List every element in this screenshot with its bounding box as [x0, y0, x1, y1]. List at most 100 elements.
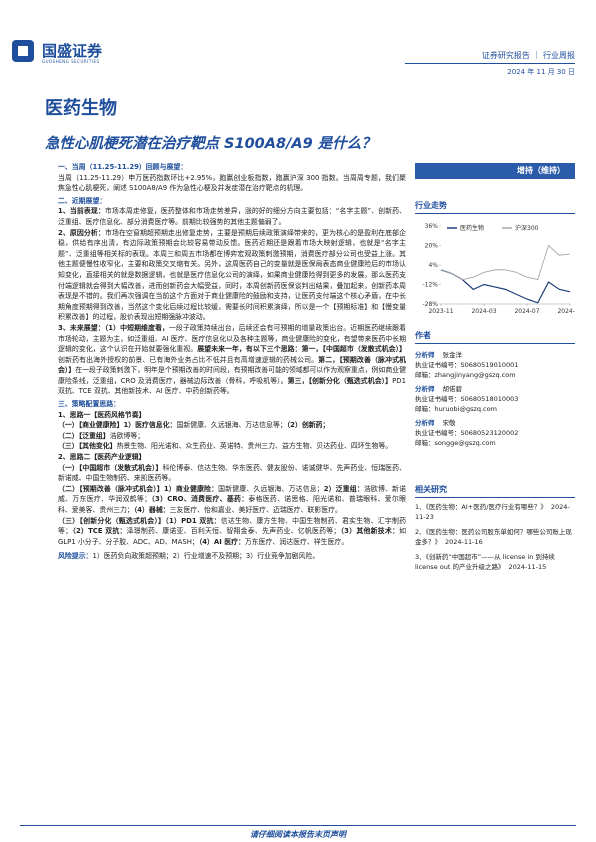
text-run: 科伦博泰、信达生物、华东医药、健友股份、诺诚健华、先声药业、恒瑞医药、新诺威、中…	[58, 463, 406, 483]
footer-rule	[20, 825, 576, 826]
paragraph: （二）【泛重组】浩欧博等；	[58, 431, 406, 442]
text-run: （二）【预期改善（脉冲式机会）】1）商业健康险：	[58, 484, 219, 493]
text-run: 信达生物、康方生物、中国生物制药、君实生物、汇宇制药等；	[58, 516, 406, 536]
section-heading: 三、策略配置思路：	[58, 400, 121, 409]
text-run: 国新健康、久远银海、万达信息等；	[176, 421, 287, 430]
text-run: 3、未来展望：	[58, 323, 105, 332]
author: 分析师 宋敬执业证书编号：S0680523120002 邮箱：songge@gszq…	[415, 418, 575, 448]
rating: 增持（维持）	[415, 163, 575, 179]
text-run: 热景生物、阳光诺和、众生药业、英诺特、贵州三力、益方生物、贝达药业、四环生物等。	[116, 442, 393, 451]
text-run: 三友医疗、怡和嘉业、美好医疗、迈瑞医疗、联影医疗。	[169, 506, 342, 514]
related-text: 1、《医药生物：AI+医药/医疗行业有哪些？》	[415, 503, 547, 511]
related-date: 2024-11-16	[445, 538, 483, 546]
related-item: 2、《医药生物：医药公司股东单如何？哪些公司账上现金多？》 2024-11-16	[415, 527, 575, 547]
footer: 请仔细阅读本报告末页声明	[250, 830, 346, 839]
related-date: 2024-11-15	[508, 563, 547, 571]
related: 1、《医药生物：AI+医药/医疗行业有哪些？》 2024-11-23 2、《医药生物…	[415, 502, 575, 577]
text-run: 浩欧博等；	[109, 431, 145, 440]
y-tick-label: 36%	[425, 223, 439, 230]
sector: 医药生物	[45, 98, 117, 119]
series-line	[440, 269, 571, 304]
y-tick-label: 4%	[428, 262, 438, 269]
y-tick-label: 20%	[425, 243, 439, 250]
text-run: 2）泛重组：	[323, 484, 364, 493]
report-type: 证券研究报告 ｜ 行业周报	[481, 51, 575, 60]
legend-label: 医药生物	[460, 224, 484, 232]
chart: 36% 20% 4% -12% -28%2023-11 2024-03 2024-07 202…	[422, 223, 575, 315]
text-run: 创新药有出海外授权的前景、已有海外业务占比不低并且有高增速逻辑的药械公司。	[58, 355, 319, 364]
paragraph: 2、思路二【医药产业逻辑】	[58, 452, 406, 463]
risk-text: 1）医药负向政策超预期；2）行业增速不及预期；3）行业竞争加剧风险。	[92, 552, 320, 561]
author: 分析师 张金洋 执业证书编号：S0680519010001 邮箱：zhangjinya…	[415, 350, 575, 380]
title: 急性心肌梗死潜在治疗靶点 S100A8/A9 是什么？	[45, 136, 376, 152]
author-name: 胡偌碧	[442, 385, 463, 393]
text-run: （3）其他新技术：	[340, 527, 400, 536]
section-heading: 一、当周（11.25-11.29）回顾与展望：	[58, 163, 188, 171]
y-tick-label: -28%	[422, 301, 438, 308]
related-date: 2024-11-23	[415, 503, 570, 521]
x-tick-label: 2024-07	[514, 308, 539, 315]
logo-name: 国盛证券	[42, 42, 103, 60]
logo-en: GUOSHENG SECURITIES	[42, 59, 100, 64]
paragraph: （二）【预期改善（脉冲式机会）】1）商业健康险：国新健康、久远银海、万达信息；2…	[58, 484, 406, 516]
text-run: 1、当前表现：	[58, 207, 105, 216]
legend-label: 沪深300	[515, 224, 539, 232]
text-run: 浩欧博、新诺威、万东医疗、华润双鹤等；	[58, 484, 406, 504]
text-run: 泽璟制药、康诺亚、百利天恒、智翔金泰、先声药业、亿帆医药等；	[126, 527, 341, 536]
text-run: 1、思路一【医药风格节奏】	[58, 410, 146, 419]
main-body: 一、当周（11.25-11.29）回顾与展望： 当周（11.25-11.29）申万…	[58, 160, 406, 815]
text-run: 在一段子政策刺激下，明年是个预期改善的时间段，有预期改善可能的领域都可以作为观察…	[58, 366, 406, 385]
author-role: 分析师	[415, 385, 435, 393]
text-run: 市场在空窗期超预期走出修复走势，主要是预期后续政策演绎带来的，更为核心的是盈利在…	[58, 228, 406, 322]
text-run: 2、原因分析：	[58, 228, 105, 237]
author-cert: 执业证书编号：S0680518010003	[415, 395, 519, 403]
text-run: PD1 双抗、TCE 双抗、其他新技术、AI 医疗、中药创新药等。	[58, 376, 406, 396]
text-run: 万东医疗、润达医疗、祥生医疗。	[244, 537, 349, 546]
text-run: （三）【其他变化】	[58, 442, 117, 451]
author-cert: 执业证书编号：S0680523120002	[415, 429, 519, 437]
paragraph: 1、思路一【医药风格节奏】	[58, 410, 406, 421]
related-text: 2、《医药生物：医药公司股东单如何？哪些公司账上现金多？》	[415, 528, 572, 546]
text-run: 2、思路二【医药产业逻辑】	[58, 453, 146, 462]
section-heading: 二、近期展望：	[58, 196, 107, 205]
related-item: 1、《医药生物：AI+医药/医疗行业有哪些？》 2024-11-23	[415, 502, 575, 522]
author-name: 宋敬	[442, 419, 456, 427]
text-run: （2）创新药；	[286, 421, 330, 430]
report-date: 2024 年 11 月 30 日	[507, 68, 575, 76]
related-title: 相关研究	[415, 484, 575, 498]
text-run: 泰格医药、诺思格、阳光诺和、普瑞眼科、爱尔眼科、爱美客、贵州三力；	[58, 495, 406, 514]
author: 分析师 胡偌碧执业证书编号：S0680518010003 邮箱：huruobi@gs…	[415, 384, 575, 414]
text-run: （2）TCE 双抗：	[72, 527, 127, 536]
paragraph: （三）【创新分化（甄选式机会）】（1）PD1 双抗：信达生物、康方生物、中国生物…	[58, 516, 406, 548]
text-run: 展望未来一年，有以下三个思路：第一，【中国超市（发散式机会）】	[197, 345, 406, 354]
risk: 风险提示：1）医药负向政策超预期；2）行业增速不及预期；3）行业竞争加剧风险。	[58, 551, 406, 562]
header-rule	[405, 63, 575, 64]
text-run: （3）CRO、消费医疗、基药：	[151, 495, 249, 504]
series-line	[440, 244, 571, 281]
paragraph: （一）【中国超市（发散式机会）】科伦博泰、信达生物、华东医药、健友股份、诺诚健华…	[58, 463, 406, 484]
text-run: 第二，【预期改善（脉冲式机会）】	[58, 355, 406, 375]
text-run: 第三，【创新分化（甄选式机会）】	[287, 376, 393, 385]
text-run: 当周（11.25-11.29）申万医药指数环比+2.95%，跑赢创业板指数，跑赢…	[58, 173, 406, 193]
paragraph: 3、未来展望：（1）中短期维度看，一段子政策持续出台，后续还会有可预期的增量政策…	[58, 323, 406, 397]
paragraph: 1、当前表现：市场本周走修复，医药整体和市场走势差异，涨的好的细分方向主要包括：…	[58, 206, 406, 227]
text-run: （1）中短期维度看，	[104, 323, 169, 332]
related-item: 3、《创新药“中国超市”——从 license in 到持续 license o…	[415, 552, 575, 572]
author-email: 邮箱：huruobi@gszq.com	[415, 405, 497, 413]
paragraph: （三）【其他变化】热景生物、阳光诺和、众生药业、英诺特、贵州三力、益方生物、贝达…	[58, 441, 406, 452]
text-run: （一）【中国超市（发散式机会）】	[58, 463, 163, 472]
risk-label: 风险提示：	[58, 552, 93, 561]
author-name: 张金洋	[442, 351, 463, 359]
x-tick-label: 2023-11	[428, 308, 453, 315]
author-role: 分析师	[415, 419, 435, 427]
y-tick-label: -12%	[422, 282, 438, 289]
paragraph: 当周（11.25-11.29）申万医药指数环比+2.95%，跑赢创业板指数，跑赢…	[58, 173, 406, 194]
trend-title: 行业走势	[415, 200, 575, 214]
text-run: （4）AI 医疗：	[198, 537, 245, 546]
text-run: （4）器械：	[133, 506, 170, 514]
text-run: （三）【创新分化（甄选式机会）】（1）PD1 双抗：	[58, 516, 221, 525]
author-email: 邮箱：songge@gszq.com	[415, 439, 496, 447]
author-line: 分析师 张金洋	[415, 350, 575, 360]
authors-title: 作者	[415, 330, 575, 344]
